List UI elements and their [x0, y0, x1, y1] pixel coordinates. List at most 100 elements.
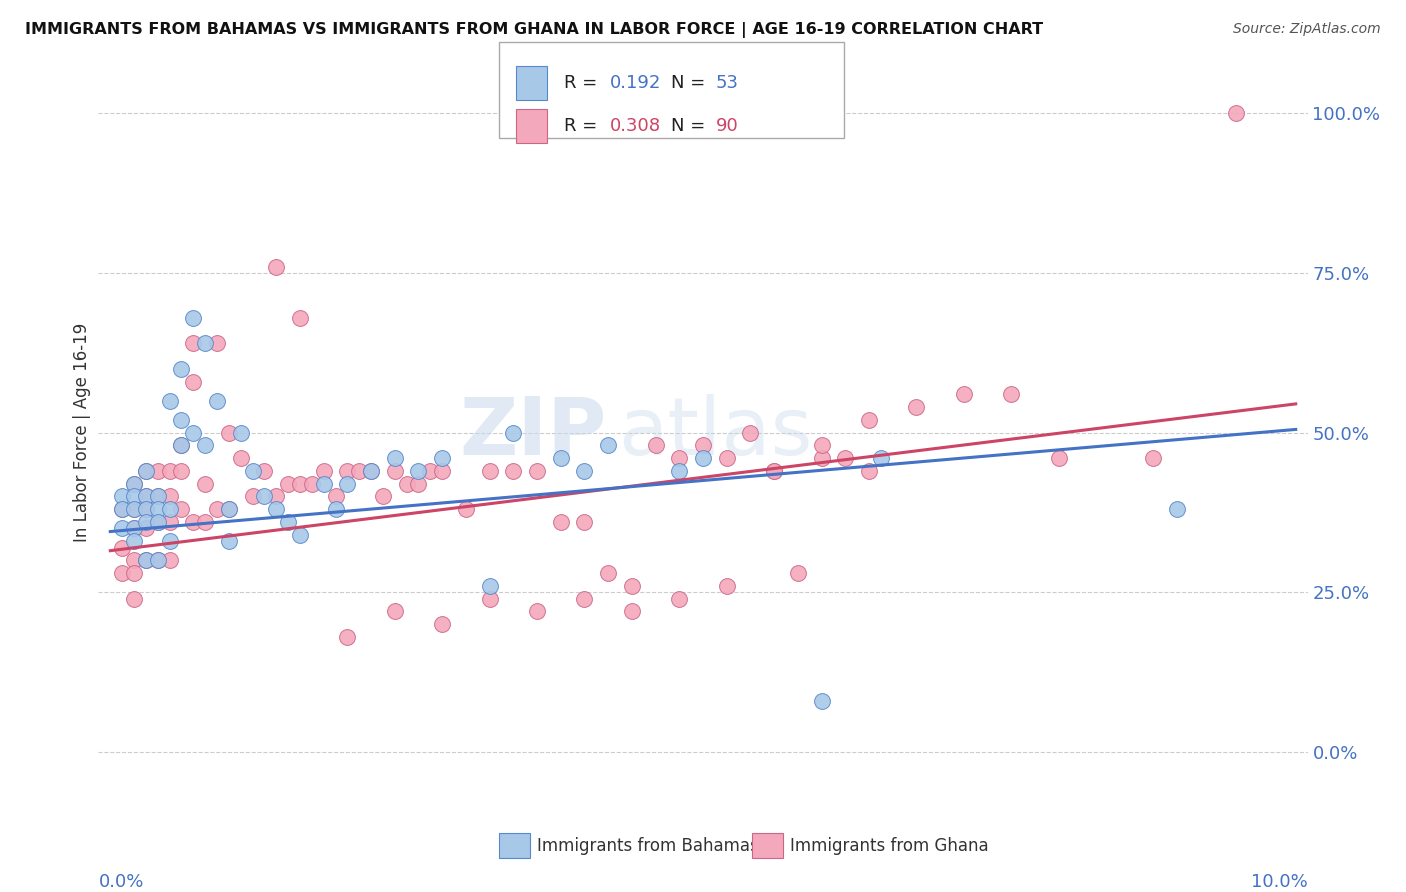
Point [419, 464, 441, 478]
Point [858, 413, 880, 427]
Point [574, 591, 596, 606]
Point [288, 527, 311, 541]
Point [122, 490, 145, 504]
Point [159, 393, 181, 408]
Point [111, 502, 134, 516]
Point [786, 566, 808, 580]
Text: Immigrants from Bahamas: Immigrants from Bahamas [537, 837, 759, 855]
Point [692, 451, 714, 466]
Point [111, 502, 134, 516]
Point [1166, 502, 1188, 516]
Point [336, 630, 359, 644]
Point [312, 464, 335, 478]
Point [668, 591, 690, 606]
Y-axis label: In Labor Force | Age 16-19: In Labor Force | Age 16-19 [73, 323, 91, 542]
Point [111, 490, 134, 504]
Point [360, 464, 382, 478]
Point [170, 438, 193, 452]
Point [135, 502, 157, 516]
Point [810, 694, 832, 708]
Point [181, 336, 204, 351]
Point [264, 490, 287, 504]
Text: Immigrants from Ghana: Immigrants from Ghana [790, 837, 988, 855]
Point [122, 534, 145, 549]
Point [242, 490, 264, 504]
Point [408, 464, 430, 478]
Point [218, 534, 240, 549]
Point [1047, 451, 1070, 466]
Point [502, 464, 524, 478]
Point [170, 464, 193, 478]
Point [122, 502, 145, 516]
Point [146, 515, 169, 529]
Point [360, 464, 382, 478]
Point [229, 451, 252, 466]
Point [301, 476, 323, 491]
Point [159, 464, 181, 478]
Point [135, 490, 157, 504]
Text: N =: N = [671, 117, 710, 135]
Point [384, 464, 406, 478]
Text: Source: ZipAtlas.com: Source: ZipAtlas.com [1233, 22, 1381, 37]
Point [384, 604, 406, 618]
Point [218, 425, 240, 440]
Point [526, 464, 548, 478]
Point [716, 579, 738, 593]
Point [194, 336, 217, 351]
Point [288, 310, 311, 325]
Point [716, 451, 738, 466]
Point [146, 553, 169, 567]
Point [135, 553, 157, 567]
Point [574, 515, 596, 529]
Point [181, 425, 204, 440]
Text: N =: N = [671, 74, 710, 92]
Point [810, 438, 832, 452]
Point [218, 502, 240, 516]
Point [288, 476, 311, 491]
Point [550, 515, 572, 529]
Point [952, 387, 974, 401]
Text: 53: 53 [716, 74, 738, 92]
Point [325, 490, 347, 504]
Point [122, 566, 145, 580]
Point [432, 617, 454, 632]
Text: R =: R = [564, 74, 603, 92]
Point [395, 476, 418, 491]
Text: ZIP: ZIP [458, 393, 606, 472]
Point [253, 490, 276, 504]
Point [170, 413, 193, 427]
Point [135, 553, 157, 567]
Point [574, 464, 596, 478]
Point [371, 490, 394, 504]
Point [159, 553, 181, 567]
Point [135, 502, 157, 516]
Point [159, 534, 181, 549]
Point [135, 515, 157, 529]
Point [478, 579, 501, 593]
Point [253, 464, 276, 478]
Text: R =: R = [564, 117, 603, 135]
Point [905, 400, 928, 414]
Point [122, 476, 145, 491]
Point [312, 476, 335, 491]
Text: 0.0%: 0.0% [98, 873, 143, 891]
Text: 0.192: 0.192 [610, 74, 662, 92]
Point [1000, 387, 1022, 401]
Point [122, 521, 145, 535]
Point [502, 425, 524, 440]
Point [408, 476, 430, 491]
Point [122, 553, 145, 567]
Point [170, 438, 193, 452]
Point [122, 521, 145, 535]
Text: IMMIGRANTS FROM BAHAMAS VS IMMIGRANTS FROM GHANA IN LABOR FORCE | AGE 16-19 CORR: IMMIGRANTS FROM BAHAMAS VS IMMIGRANTS FR… [25, 22, 1043, 38]
Point [620, 579, 643, 593]
Point [550, 451, 572, 466]
Point [146, 490, 169, 504]
Point [620, 604, 643, 618]
Point [181, 310, 204, 325]
Point [242, 464, 264, 478]
Point [146, 464, 169, 478]
Point [1225, 106, 1247, 120]
Point [181, 515, 204, 529]
Point [170, 502, 193, 516]
